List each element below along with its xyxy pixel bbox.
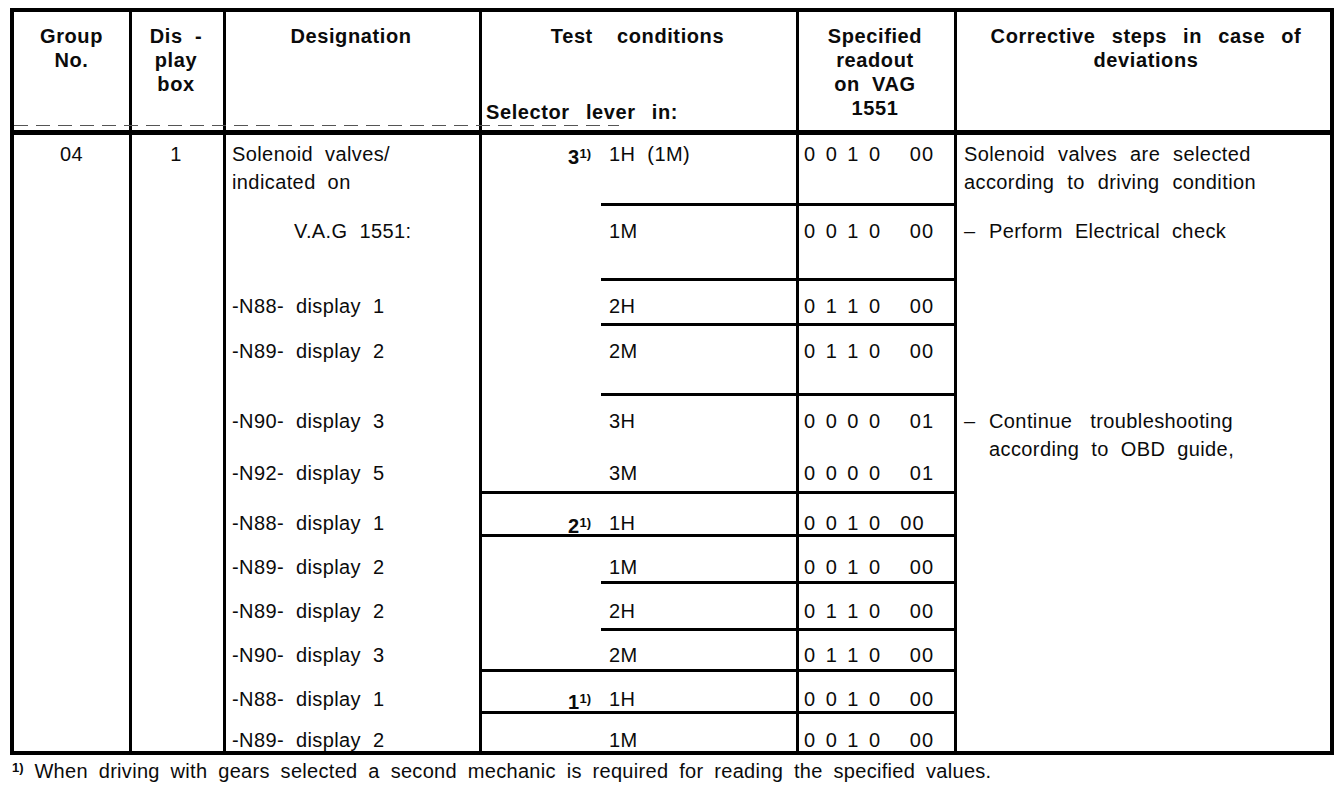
row-line: [601, 581, 954, 584]
footnote-text: When driving with gears selected a secon…: [34, 760, 991, 782]
designation-item: -N90- display 3: [232, 409, 385, 433]
readout-value: 0 0 0 0 01: [804, 461, 934, 485]
row-line: [479, 669, 957, 672]
row-line: [601, 203, 954, 206]
readout-value: 0 0 1 0 00: [804, 142, 934, 166]
corrective-note-continue-line1: Continue troubleshooting: [989, 409, 1233, 433]
readout-value: 0 1 1 0 00: [804, 643, 934, 667]
designation-item: -N88- display 1: [232, 687, 385, 711]
footnote: 1) When driving with gears selected a se…: [12, 760, 991, 783]
test-value: 1H (1M): [609, 142, 690, 166]
designation-item: -N89- display 2: [232, 728, 385, 752]
header-bottom-rule: [14, 130, 1330, 135]
test-value: 1H: [609, 511, 635, 535]
display-box-value: 1: [129, 142, 223, 166]
test-value: 1M: [609, 219, 638, 243]
readout-value: 0 1 1 0 00: [804, 339, 934, 363]
test-value: 3H: [609, 409, 635, 433]
header-corrective-line1: Corrective steps in case of: [954, 24, 1338, 48]
test-value: 1M: [609, 728, 638, 752]
designation-intro-line2: indicated on: [232, 170, 351, 194]
selector-position: 2: [568, 515, 580, 537]
designation-item: -N90- display 3: [232, 643, 385, 667]
header-readout-line4: 1551: [796, 96, 954, 120]
designation-item: -N88- display 1: [232, 511, 385, 535]
corrective-dash: –: [964, 409, 976, 433]
footnote-ref-mark: 1): [579, 691, 591, 706]
test-value: 3M: [609, 461, 638, 485]
header-display-line1: Dis -: [129, 24, 223, 48]
footnote-ref-mark: 1): [579, 146, 591, 161]
readout-value: 0 0 1 0 00: [804, 555, 934, 579]
row-line: [601, 393, 954, 396]
footnote-ref: 1): [12, 760, 24, 775]
column-divider-display: [223, 12, 226, 751]
column-divider-readout: [954, 12, 957, 751]
test-value: 2H: [609, 599, 635, 623]
header-display-box: Dis - play box: [129, 24, 223, 96]
designation-item: -N89- display 2: [232, 339, 385, 363]
test-prefix: 31): [479, 142, 591, 169]
test-value: 1M: [609, 555, 638, 579]
header-designation: Designation: [223, 24, 479, 48]
designation-intro-line1: Solenoid valves/: [232, 142, 390, 166]
test-value: 2M: [609, 339, 638, 363]
header-selector-lever: Selector lever in:: [486, 100, 678, 124]
footnote-ref-mark: 1): [579, 515, 591, 530]
scanned-manual-page: Group No. Dis - play box Designation Tes…: [0, 0, 1344, 798]
corrective-note-perform: Perform Electrical check: [989, 219, 1226, 243]
readout-value: 0 0 0 0 01: [804, 409, 934, 433]
readout-value: 0 1 1 0 00: [804, 294, 934, 318]
readout-value: 0 0 1 0 00: [804, 511, 925, 535]
designation-item: -N92- display 5: [232, 461, 385, 485]
header-test-conditions: Test conditions: [479, 24, 796, 48]
header-group-no: Group No.: [14, 24, 129, 72]
header-corrective-steps: Corrective steps in case of deviations: [954, 24, 1338, 72]
column-divider-test: [796, 12, 799, 751]
header-readout-line1: Specified: [796, 24, 954, 48]
corrective-note-selected-line2: according to driving condition: [964, 170, 1256, 194]
selector-position: 1: [568, 691, 580, 713]
row-line: [601, 628, 954, 631]
readout-value: 0 1 1 0 00: [804, 599, 934, 623]
row-line: [601, 323, 954, 326]
column-divider-designation: [479, 12, 482, 751]
scan-artifact-line: [14, 125, 619, 126]
corrective-note-continue-line2: according to OBD guide,: [989, 437, 1234, 461]
designation-item: -N89- display 2: [232, 599, 385, 623]
corrective-dash: –: [964, 219, 976, 243]
test-prefix: 11): [479, 687, 591, 714]
test-prefix: 21): [479, 511, 591, 538]
readout-value: 0 0 1 0 00: [804, 219, 934, 243]
test-value: 2M: [609, 643, 638, 667]
designation-item: -N89- display 2: [232, 555, 385, 579]
header-specified-readout: Specified readout on VAG 1551: [796, 24, 954, 120]
test-value: 1H: [609, 687, 635, 711]
diagnostic-table: Group No. Dis - play box Designation Tes…: [10, 8, 1334, 755]
designation-vag: V.A.G 1551:: [294, 219, 412, 243]
group-no-value: 04: [14, 142, 129, 166]
designation-item: -N88- display 1: [232, 294, 385, 318]
readout-value: 0 0 1 0 00: [804, 687, 934, 711]
row-line: [601, 278, 954, 281]
header-corrective-line2: deviations: [954, 48, 1338, 72]
header-group-line1: Group: [14, 24, 129, 48]
header-readout-line3: on VAG: [796, 72, 954, 96]
header-display-line3: box: [129, 72, 223, 96]
header-group-line2: No.: [14, 48, 129, 72]
header-display-line2: play: [129, 48, 223, 72]
row-line: [479, 491, 957, 494]
readout-value: 0 0 1 0 00: [804, 728, 934, 752]
header-readout-line2: readout: [796, 48, 954, 72]
selector-position: 3: [568, 146, 580, 168]
corrective-note-selected-line1: Solenoid valves are selected: [964, 142, 1251, 166]
column-divider-group: [129, 12, 132, 751]
test-value: 2H: [609, 294, 635, 318]
